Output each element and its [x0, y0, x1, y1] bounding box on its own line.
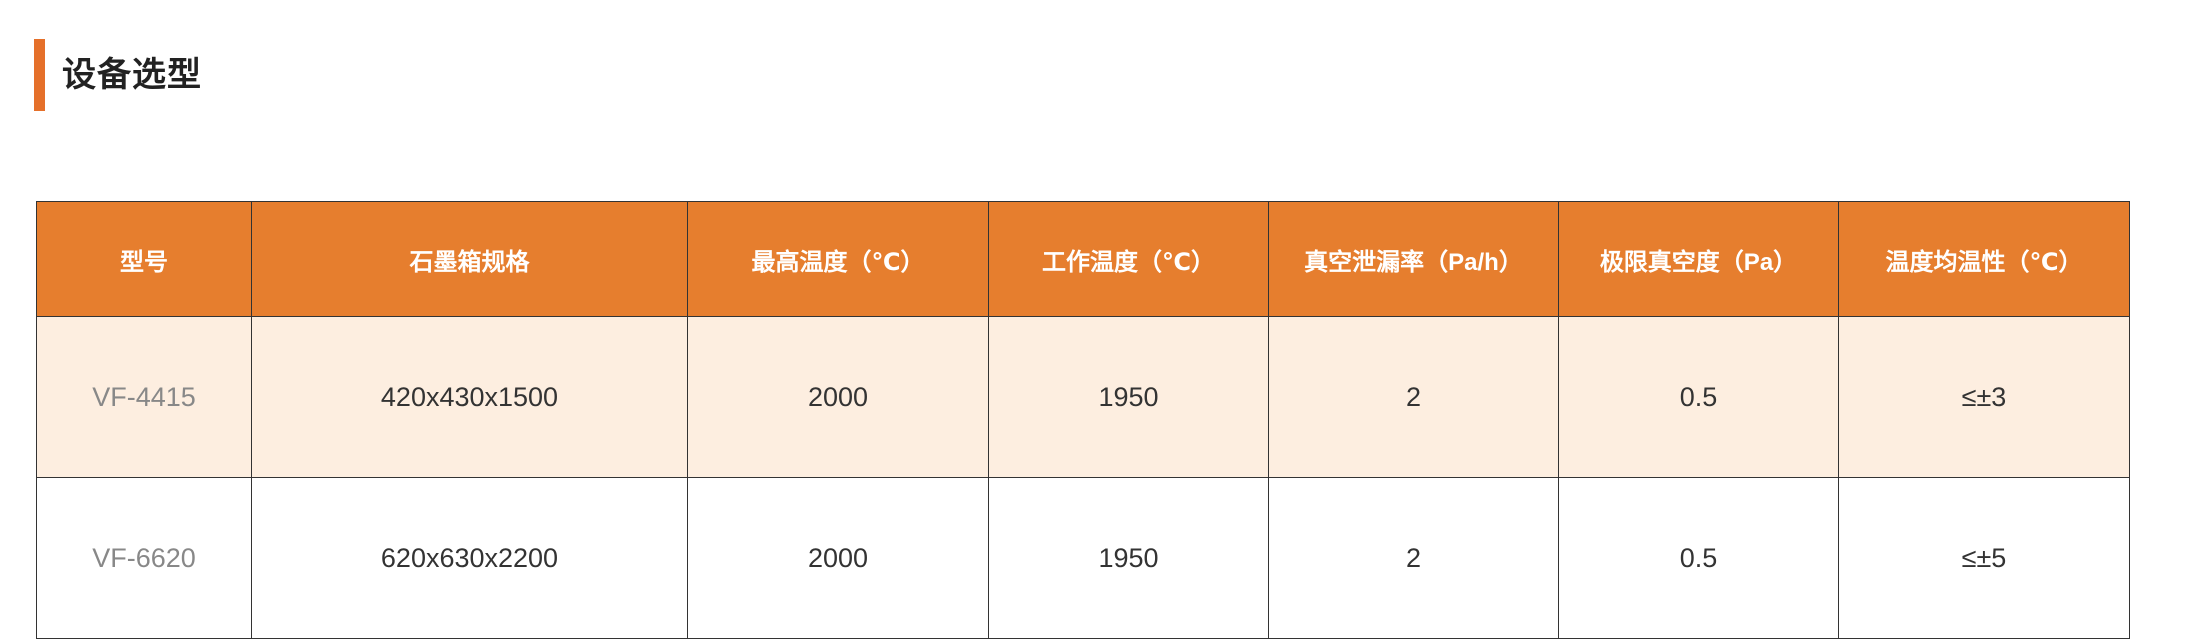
- table-row: VF-4415 420x430x1500 2000 1950 2 0.5 ≤±3: [36, 316, 2130, 478]
- cell-graphite-box-size: 420x430x1500: [251, 316, 688, 478]
- cell-model: VF-4415: [36, 316, 252, 478]
- cell-ultimate-vacuum: 0.5: [1558, 316, 1839, 478]
- cell-temp-uniformity: ≤±3: [1838, 316, 2130, 478]
- cell-max-temp: 2000: [687, 477, 989, 639]
- column-header: 工作温度（℃）: [988, 201, 1269, 317]
- cell-temp-uniformity: ≤±5: [1838, 477, 2130, 639]
- cell-leak-rate: 2: [1268, 316, 1559, 478]
- cell-max-temp: 2000: [687, 316, 989, 478]
- cell-graphite-box-size: 620x630x2200: [251, 477, 688, 639]
- table-header-row: 型号 石墨箱规格 最高温度（℃） 工作温度（℃） 真空泄漏率（Pa/h） 极限真…: [36, 201, 2130, 317]
- cell-ultimate-vacuum: 0.5: [1558, 477, 1839, 639]
- cell-leak-rate: 2: [1268, 477, 1559, 639]
- cell-model: VF-6620: [36, 477, 252, 639]
- column-header: 石墨箱规格: [251, 201, 688, 317]
- column-header: 型号: [36, 201, 252, 317]
- title-accent-bar: [34, 39, 45, 111]
- column-header: 真空泄漏率（Pa/h）: [1268, 201, 1559, 317]
- column-header: 温度均温性（℃）: [1838, 201, 2130, 317]
- cell-working-temp: 1950: [988, 316, 1269, 478]
- cell-working-temp: 1950: [988, 477, 1269, 639]
- section-title: 设备选型: [62, 56, 202, 94]
- column-header: 极限真空度（Pa）: [1558, 201, 1839, 317]
- table-row: VF-6620 620x630x2200 2000 1950 2 0.5 ≤±5: [36, 477, 2130, 639]
- equipment-selection-table: 型号 石墨箱规格 最高温度（℃） 工作温度（℃） 真空泄漏率（Pa/h） 极限真…: [36, 201, 2130, 639]
- column-header: 最高温度（℃）: [687, 201, 989, 317]
